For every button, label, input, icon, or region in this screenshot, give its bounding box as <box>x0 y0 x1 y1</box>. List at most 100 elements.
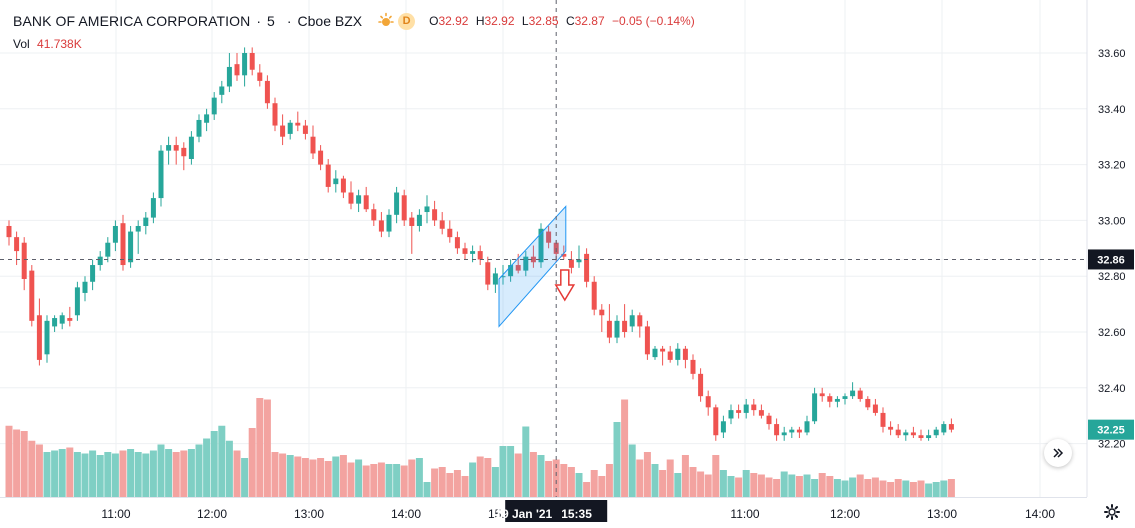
candle <box>325 159 331 193</box>
sun-icon[interactable] <box>376 11 396 31</box>
down-arrow-icon <box>554 269 576 302</box>
volume-bar <box>294 456 302 497</box>
volume-bar <box>271 452 279 497</box>
candle <box>789 426 795 439</box>
candle-body <box>667 351 673 360</box>
volume-bar <box>180 450 188 497</box>
candle <box>477 245 483 266</box>
candle <box>59 312 65 330</box>
candle <box>888 421 894 436</box>
candle-body <box>705 396 711 408</box>
volume-bar <box>127 449 135 497</box>
candle-body <box>926 435 932 439</box>
candle-body <box>439 220 445 229</box>
candle <box>264 75 270 109</box>
ascending-channel[interactable] <box>498 205 576 328</box>
candle <box>181 142 187 171</box>
double-chevron-right-icon[interactable] <box>1044 439 1072 467</box>
volume-bar <box>826 476 834 497</box>
candle <box>6 220 12 246</box>
candle <box>774 418 780 441</box>
candle <box>758 404 764 419</box>
candle <box>36 298 42 366</box>
volume-bar <box>225 440 233 497</box>
candle <box>561 245 567 260</box>
volume-bar <box>400 465 408 497</box>
candle-body <box>6 225 12 238</box>
candle-body <box>257 72 263 81</box>
volume-bar <box>651 464 659 497</box>
volume-bar <box>864 479 872 497</box>
volume-bar <box>560 464 568 497</box>
candle-body <box>933 429 939 436</box>
candle-body <box>584 253 590 282</box>
interval-label[interactable]: 5 <box>267 13 275 29</box>
candle-body <box>363 195 369 210</box>
volume-bar <box>317 458 325 497</box>
price-tick-label: 32.80 <box>1098 271 1126 283</box>
candle <box>546 225 552 249</box>
candle-body <box>302 125 308 134</box>
candle <box>318 145 324 171</box>
volume-bar <box>681 455 689 497</box>
candle <box>74 281 80 321</box>
volume-bar <box>43 452 51 497</box>
price-tick-label: 33.60 <box>1098 48 1126 60</box>
session-badge[interactable]: D <box>398 12 416 30</box>
candle-body <box>59 315 65 324</box>
candle-body <box>97 256 103 266</box>
volume-bar <box>119 450 127 497</box>
time-axis[interactable]: 11:00 12:00 13:00 14:00 15:00 11:00 12:00 13:00… <box>0 497 1087 523</box>
candle-body <box>409 217 415 226</box>
candle-body <box>941 424 947 433</box>
volume-bar <box>750 473 758 497</box>
last-price-label: 32.25 <box>1097 425 1125 437</box>
time-tick-label: 12:00 <box>830 507 860 521</box>
volume-bar <box>172 452 180 497</box>
candlestick-series <box>6 47 954 441</box>
candle <box>766 412 772 430</box>
volume-bar <box>902 480 910 497</box>
candle <box>394 186 400 224</box>
volume-bar <box>73 452 81 497</box>
volume-bar <box>795 476 803 497</box>
candle-body <box>789 429 795 433</box>
low-key: L <box>521 14 529 28</box>
volume-bar <box>674 473 682 497</box>
candle <box>128 225 134 268</box>
candle <box>158 145 164 207</box>
candle-body <box>226 66 232 87</box>
candle-body <box>67 318 73 321</box>
gear-icon[interactable] <box>1103 503 1121 521</box>
candle <box>796 426 802 439</box>
volume-bar <box>552 459 560 497</box>
exchange-label: Cboe BZX <box>297 13 363 29</box>
candle <box>880 407 886 433</box>
crosshair-price-label: 32.86 <box>1097 254 1125 266</box>
candle-body <box>36 315 42 360</box>
volume-bar <box>514 453 522 497</box>
price-tick-label: 33.40 <box>1098 104 1126 116</box>
time-tick-label: 14:00 <box>391 507 421 521</box>
candle <box>378 212 384 238</box>
candle-body <box>614 320 620 338</box>
volume-bar <box>894 479 902 497</box>
volume-bar <box>803 474 811 497</box>
volume-bar <box>871 477 879 497</box>
candle-body <box>196 119 202 137</box>
candle <box>781 426 787 441</box>
candle <box>363 186 369 213</box>
candle <box>226 53 232 93</box>
candle <box>584 248 590 288</box>
volume-bar <box>818 473 826 497</box>
candle <box>660 345 666 366</box>
symbol-name[interactable]: BANK OF AMERICA CORPORATION <box>13 13 251 29</box>
candle-body <box>371 209 377 221</box>
volume-bar <box>423 482 431 497</box>
candle-body <box>728 410 734 419</box>
candle-body <box>743 404 749 413</box>
volume-bar <box>385 464 393 497</box>
candle <box>682 345 688 369</box>
price-axis[interactable]: 33.60 33.40 33.20 33.00 32.80 32.60 32.40 32.20… <box>1086 0 1134 497</box>
